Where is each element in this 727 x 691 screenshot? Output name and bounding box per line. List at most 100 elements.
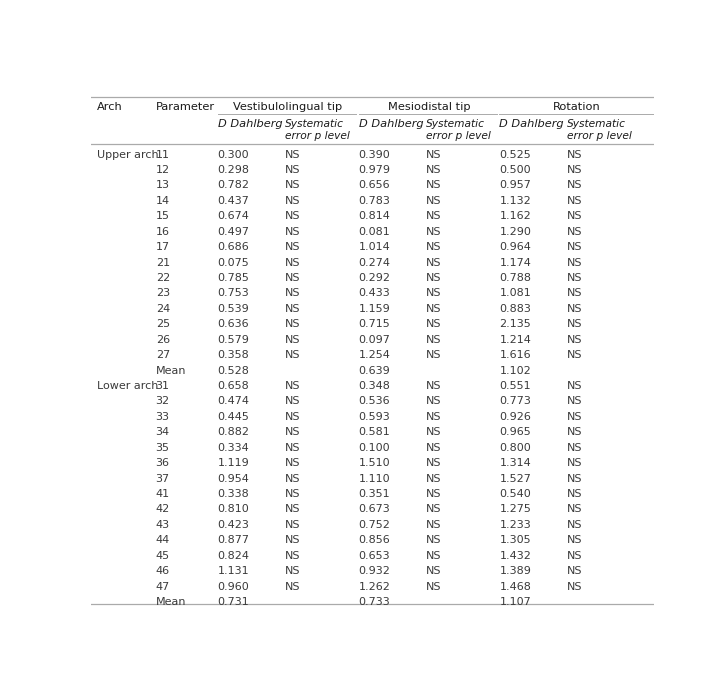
Text: 0.298: 0.298 (217, 165, 249, 175)
Text: NS: NS (285, 180, 301, 190)
Text: NS: NS (426, 412, 441, 422)
Text: 1.132: 1.132 (499, 196, 531, 206)
Text: 32: 32 (156, 397, 170, 406)
Text: 0.773: 0.773 (499, 397, 531, 406)
Text: Arch: Arch (97, 102, 122, 111)
Text: NS: NS (426, 473, 441, 484)
Text: 0.882: 0.882 (217, 427, 249, 437)
Text: 42: 42 (156, 504, 170, 514)
Text: 0.752: 0.752 (358, 520, 390, 530)
Text: 2.135: 2.135 (499, 319, 531, 329)
Text: NS: NS (426, 350, 441, 360)
Text: NS: NS (426, 288, 441, 299)
Text: NS: NS (285, 536, 301, 545)
Text: 1.110: 1.110 (358, 473, 390, 484)
Text: NS: NS (426, 165, 441, 175)
Text: 41: 41 (156, 489, 170, 499)
Text: NS: NS (285, 504, 301, 514)
Text: 1.162: 1.162 (499, 211, 531, 221)
Text: 17: 17 (156, 242, 170, 252)
Text: 31: 31 (156, 381, 169, 391)
Text: NS: NS (567, 304, 582, 314)
Text: 1.510: 1.510 (358, 458, 390, 468)
Text: NS: NS (567, 551, 582, 560)
Text: 1.119: 1.119 (217, 458, 249, 468)
Text: 46: 46 (156, 566, 170, 576)
Text: 0.785: 0.785 (217, 273, 249, 283)
Text: NS: NS (285, 489, 301, 499)
Text: 0.639: 0.639 (358, 366, 390, 375)
Text: 1.159: 1.159 (358, 304, 390, 314)
Text: NS: NS (567, 397, 582, 406)
Text: Upper arch: Upper arch (97, 149, 158, 160)
Text: NS: NS (426, 227, 441, 236)
Text: 1.305: 1.305 (499, 536, 531, 545)
Text: Systematic
error p level: Systematic error p level (567, 119, 632, 141)
Text: Lower arch: Lower arch (97, 381, 158, 391)
Text: NS: NS (285, 582, 301, 591)
Text: 0.810: 0.810 (217, 504, 249, 514)
Text: 0.954: 0.954 (217, 473, 249, 484)
Text: NS: NS (426, 319, 441, 329)
Text: 25: 25 (156, 319, 170, 329)
Text: NS: NS (567, 273, 582, 283)
Text: 0.782: 0.782 (217, 180, 249, 190)
Text: 0.964: 0.964 (499, 242, 531, 252)
Text: 0.658: 0.658 (217, 381, 249, 391)
Text: NS: NS (567, 566, 582, 576)
Text: 1.233: 1.233 (499, 520, 531, 530)
Text: NS: NS (285, 473, 301, 484)
Text: 0.539: 0.539 (217, 304, 249, 314)
Text: 23: 23 (156, 288, 170, 299)
Text: NS: NS (285, 334, 301, 345)
Text: NS: NS (426, 304, 441, 314)
Text: NS: NS (285, 412, 301, 422)
Text: NS: NS (285, 258, 301, 267)
Text: 0.753: 0.753 (217, 288, 249, 299)
Text: 0.274: 0.274 (358, 258, 390, 267)
Text: 1.314: 1.314 (499, 458, 531, 468)
Text: NS: NS (567, 473, 582, 484)
Text: 0.656: 0.656 (358, 180, 390, 190)
Text: 22: 22 (156, 273, 170, 283)
Text: NS: NS (426, 273, 441, 283)
Text: Mean: Mean (156, 366, 186, 375)
Text: 12: 12 (156, 165, 170, 175)
Text: 15: 15 (156, 211, 169, 221)
Text: 36: 36 (156, 458, 169, 468)
Text: Mesiodistal tip: Mesiodistal tip (387, 102, 470, 111)
Text: 0.957: 0.957 (499, 180, 531, 190)
Text: NS: NS (567, 211, 582, 221)
Text: Vestibulolingual tip: Vestibulolingual tip (233, 102, 342, 111)
Text: NS: NS (285, 196, 301, 206)
Text: 0.292: 0.292 (358, 273, 390, 283)
Text: NS: NS (567, 381, 582, 391)
Text: NS: NS (426, 566, 441, 576)
Text: D Dahlberg: D Dahlberg (358, 119, 423, 129)
Text: NS: NS (567, 504, 582, 514)
Text: NS: NS (567, 319, 582, 329)
Text: 0.528: 0.528 (217, 366, 249, 375)
Text: 1.262: 1.262 (358, 582, 390, 591)
Text: 0.731: 0.731 (217, 597, 249, 607)
Text: 11: 11 (156, 149, 169, 160)
Text: 0.581: 0.581 (358, 427, 390, 437)
Text: NS: NS (426, 520, 441, 530)
Text: NS: NS (567, 165, 582, 175)
Text: Systematic
error p level: Systematic error p level (426, 119, 491, 141)
Text: 0.536: 0.536 (358, 397, 390, 406)
Text: 0.593: 0.593 (358, 412, 390, 422)
Text: NS: NS (567, 489, 582, 499)
Text: 0.348: 0.348 (358, 381, 390, 391)
Text: 0.856: 0.856 (358, 536, 390, 545)
Text: 0.351: 0.351 (358, 489, 390, 499)
Text: NS: NS (426, 211, 441, 221)
Text: 1.527: 1.527 (499, 473, 531, 484)
Text: NS: NS (285, 443, 301, 453)
Text: NS: NS (567, 227, 582, 236)
Text: 1.275: 1.275 (499, 504, 531, 514)
Text: 0.300: 0.300 (217, 149, 249, 160)
Text: 45: 45 (156, 551, 170, 560)
Text: NS: NS (426, 504, 441, 514)
Text: 21: 21 (156, 258, 170, 267)
